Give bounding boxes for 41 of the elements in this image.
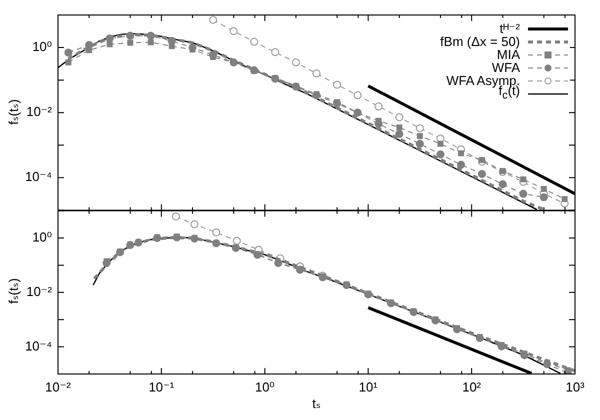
point	[438, 140, 444, 147]
point	[396, 124, 402, 130]
y-tick-label: 10⁻²	[26, 104, 53, 120]
y-tick-label: 10⁰	[32, 39, 52, 54]
legend-label: WFA	[492, 60, 520, 75]
point	[540, 186, 547, 192]
point	[127, 40, 134, 46]
point	[64, 48, 72, 57]
legend-label: fBm (Δx = 50)	[440, 34, 520, 49]
x-tick-label: 10⁻²	[45, 379, 72, 394]
x-tick-label: 10²	[462, 379, 482, 394]
y-tick-label: 10⁻⁴	[25, 169, 52, 184]
legend-label: tᴴ⁻²	[500, 21, 520, 36]
point	[478, 170, 486, 178]
x-tick-label: 10³	[566, 379, 586, 394]
y-axis-title: fₛ(tₛ)	[6, 99, 22, 125]
point	[416, 140, 424, 148]
y-tick-label: 10⁰	[32, 230, 52, 245]
point	[148, 39, 154, 46]
x-axis-title: tₛ	[312, 396, 321, 412]
point	[519, 190, 528, 198]
y-tick-label: 10⁻⁴	[25, 338, 52, 354]
point	[458, 150, 464, 156]
point	[168, 43, 175, 50]
x-tick-label: 10¹	[358, 379, 378, 394]
x-tick-label: 10⁻¹	[148, 379, 175, 394]
point	[479, 156, 485, 163]
point	[498, 180, 507, 188]
point	[562, 196, 568, 202]
point	[416, 133, 423, 140]
y-axis-title: fₛ(tₛ)	[6, 278, 22, 304]
point	[436, 150, 444, 158]
legend-label: WFA Asymp.	[446, 73, 520, 88]
point	[540, 193, 548, 202]
y-tick-label: 10⁻²	[26, 284, 53, 299]
point	[457, 160, 466, 169]
point	[106, 41, 113, 48]
point	[65, 59, 72, 66]
point	[395, 130, 404, 138]
point	[520, 176, 526, 182]
x-tick-label: 10⁰	[254, 379, 275, 394]
